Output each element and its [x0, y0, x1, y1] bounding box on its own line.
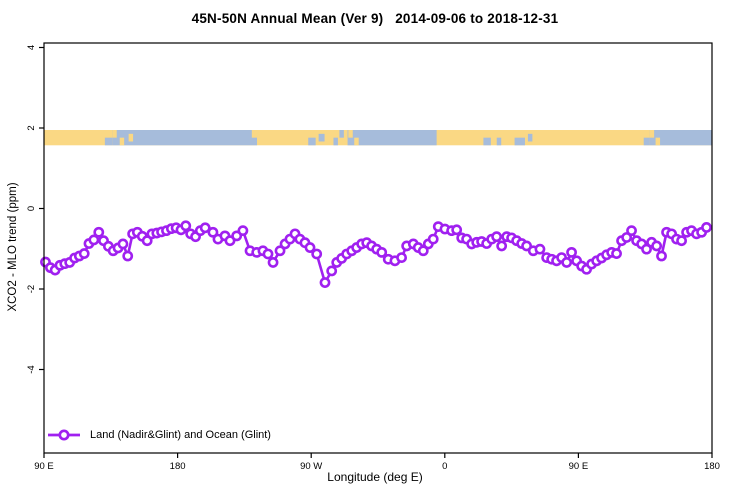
map-patch	[112, 130, 117, 138]
series-marker	[621, 232, 633, 243]
y-tick-label: -4	[26, 365, 37, 373]
series-marker	[224, 235, 236, 247]
map-patch	[354, 137, 359, 146]
y-tick-label: -2	[26, 285, 37, 293]
y-tick-label: 0	[26, 206, 37, 211]
series-marker	[496, 240, 508, 252]
series-marker	[117, 238, 129, 250]
series-marker	[262, 248, 274, 260]
map-patch	[104, 137, 113, 146]
map-patch	[649, 130, 655, 138]
legend-marker-icon	[48, 429, 80, 441]
map-patch	[643, 137, 650, 146]
series-marker	[326, 265, 338, 277]
x-tick-label: 180	[170, 461, 186, 472]
map-patch	[527, 133, 533, 142]
series-marker	[396, 252, 408, 264]
series-marker	[93, 226, 105, 238]
data-series	[40, 220, 712, 288]
map-patch	[333, 137, 338, 146]
map-ocean-segment	[112, 130, 258, 146]
series-marker	[304, 242, 316, 253]
plot-border	[43, 42, 713, 454]
series-marker	[451, 224, 463, 236]
legend-label: Land (Nadir&Glint) and Ocean (Glint)	[90, 429, 271, 441]
series-marker	[656, 250, 667, 262]
series-marker	[561, 257, 573, 268]
series-marker	[319, 277, 331, 288]
series-marker	[521, 240, 532, 252]
series-marker	[267, 257, 279, 268]
series-marker	[641, 243, 652, 255]
series-marker	[566, 246, 577, 258]
series-marker	[274, 245, 286, 257]
series-marker	[207, 226, 219, 238]
series-marker	[88, 234, 100, 246]
map-patch	[128, 133, 134, 142]
series-marker	[180, 220, 192, 232]
legend: Land (Nadir&Glint) and Ocean (Glint)	[47, 428, 271, 442]
series-marker	[491, 231, 503, 243]
series-marker	[427, 233, 439, 245]
series-marker	[141, 235, 153, 247]
x-axis-label: Longitude (deg E)	[327, 470, 423, 484]
x-tick-label: 90 W	[300, 461, 322, 472]
y-tick-label: 4	[26, 45, 37, 50]
chart-title: 45N-50N Annual Mean (Ver 9) 2014-09-06 t…	[191, 11, 559, 26]
map-ocean-segment	[347, 130, 437, 146]
series-marker	[534, 243, 546, 255]
map-patch	[483, 137, 491, 146]
series-marker	[417, 245, 429, 257]
series-marker	[626, 225, 637, 237]
map-patch	[119, 137, 125, 146]
map-patch	[339, 130, 344, 138]
series-marker	[611, 248, 622, 259]
map-patch	[308, 137, 316, 146]
axes: 90 E 180 90 W 0 90 E 180 4 2 0 -2 -4	[26, 42, 720, 472]
y-tick-label: 2	[26, 125, 37, 130]
series-marker	[78, 248, 90, 259]
series-marker	[311, 248, 323, 260]
map-patch	[514, 137, 525, 146]
series-marker	[199, 222, 211, 234]
series-marker	[376, 246, 388, 258]
series-marker	[237, 225, 249, 237]
x-tick-label: 90 E	[34, 461, 54, 472]
series-marker	[651, 240, 663, 252]
x-tick-label: 90 E	[569, 461, 589, 472]
series-marker	[676, 235, 687, 247]
map-patch	[496, 137, 502, 146]
x-tick-label: 0	[442, 461, 447, 472]
map-patch	[251, 130, 258, 138]
map-patch	[318, 133, 325, 142]
series-marker	[701, 222, 712, 233]
x-tick-label: 180	[704, 461, 720, 472]
map-patch	[655, 137, 661, 146]
map-ocean-segment	[649, 130, 712, 146]
map-patch	[348, 130, 353, 138]
land-ocean-map-strip	[44, 130, 712, 146]
series-marker	[122, 250, 134, 262]
